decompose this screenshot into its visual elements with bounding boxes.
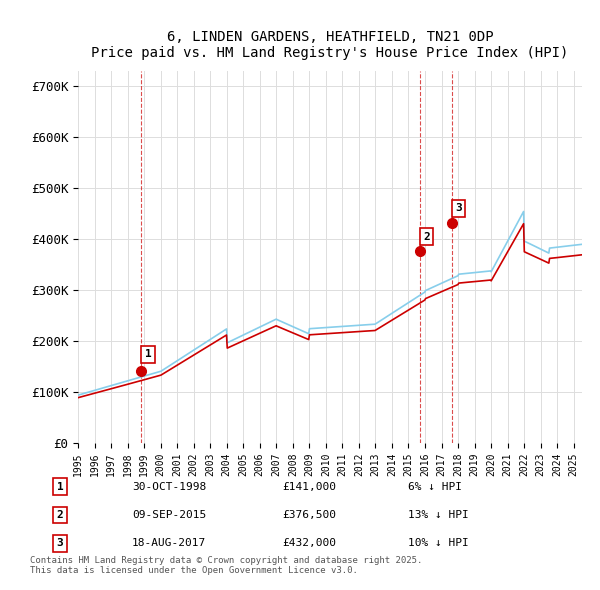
Text: £376,500: £376,500 [282,510,336,520]
Text: £432,000: £432,000 [282,539,336,548]
Text: 3: 3 [455,204,462,213]
Text: 30-OCT-1998: 30-OCT-1998 [132,482,206,491]
Text: 1: 1 [145,349,151,359]
Text: 2: 2 [423,231,430,241]
Text: 18-AUG-2017: 18-AUG-2017 [132,539,206,548]
Text: 1: 1 [56,482,64,491]
Text: 09-SEP-2015: 09-SEP-2015 [132,510,206,520]
Text: 13% ↓ HPI: 13% ↓ HPI [408,510,469,520]
Title: 6, LINDEN GARDENS, HEATHFIELD, TN21 0DP
Price paid vs. HM Land Registry's House : 6, LINDEN GARDENS, HEATHFIELD, TN21 0DP … [91,30,569,60]
Text: 6% ↓ HPI: 6% ↓ HPI [408,482,462,491]
Text: Contains HM Land Registry data © Crown copyright and database right 2025.
This d: Contains HM Land Registry data © Crown c… [30,556,422,575]
Text: £141,000: £141,000 [282,482,336,491]
Text: 3: 3 [56,539,64,548]
Text: 2: 2 [56,510,64,520]
Text: 10% ↓ HPI: 10% ↓ HPI [408,539,469,548]
